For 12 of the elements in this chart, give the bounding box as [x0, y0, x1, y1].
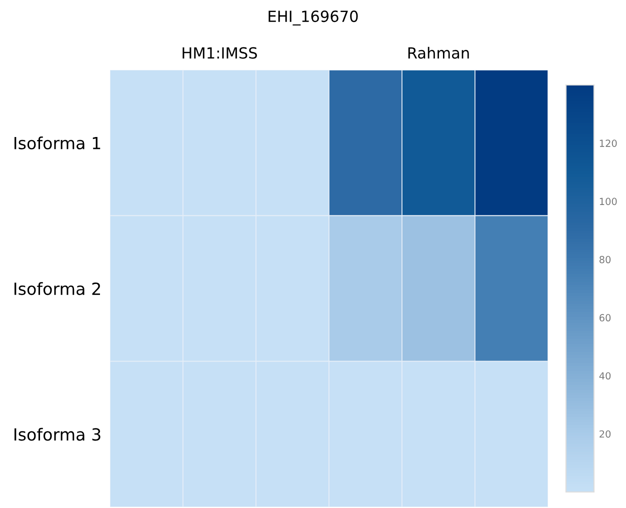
chart-title: EHI_169670 [268, 10, 358, 26]
color-bar-label: 40 [599, 372, 611, 380]
y-tick-label: Isoforma 3 [14, 428, 100, 441]
y-tick-label: Isoforma 1 [14, 136, 100, 150]
color-bar-label: 100 [600, 198, 617, 206]
y-tick-label: Isoforma 2 [14, 282, 100, 296]
x-tick-label: Rahman [408, 46, 469, 59]
color-bar-label: 80 [600, 256, 611, 264]
x-tick-label: HM1:IMSS [182, 47, 257, 59]
color-bar-label: 120 [600, 140, 617, 147]
color-bar-label: 20 [600, 430, 611, 438]
color-bar-label: 60 [600, 314, 611, 322]
